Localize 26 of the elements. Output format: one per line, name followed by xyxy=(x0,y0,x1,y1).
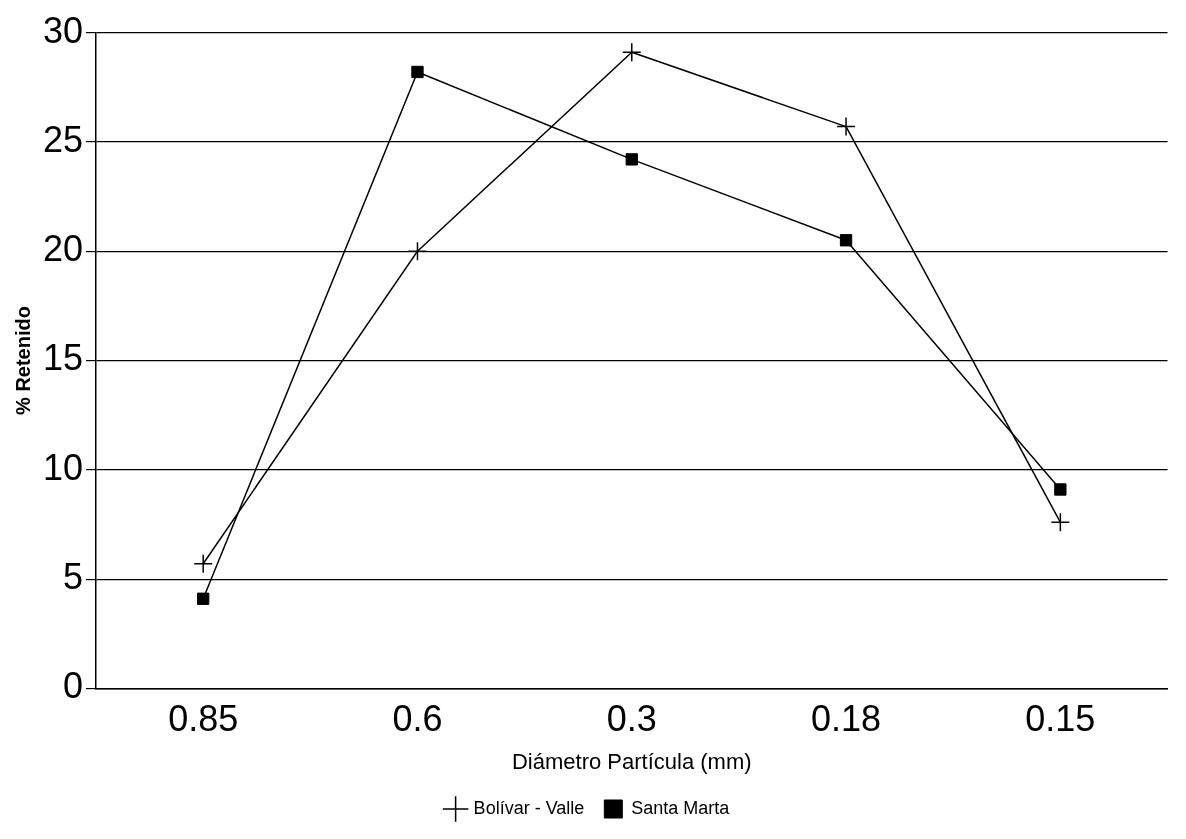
y-tick-label: 10 xyxy=(43,446,84,488)
x-axis-title: Diámetro Partícula (mm) xyxy=(511,748,752,774)
y-tick-label: 30 xyxy=(43,9,84,51)
legend-label: Santa Marta xyxy=(631,797,731,818)
point xyxy=(839,234,853,247)
y-tick-label: 0 xyxy=(63,665,84,707)
point xyxy=(411,65,424,79)
legend-label: Bolívar - Valle xyxy=(473,797,585,818)
x-tick-label: 0.15 xyxy=(1025,697,1096,739)
point xyxy=(622,42,642,63)
x-tick-label: 0.18 xyxy=(811,697,882,739)
x-tick-label: 0.6 xyxy=(392,697,443,739)
y-tick-label: 15 xyxy=(43,337,84,379)
point xyxy=(625,153,638,166)
point xyxy=(407,241,428,261)
point xyxy=(197,592,210,605)
point xyxy=(1054,483,1067,496)
x-tick-label: 0.85 xyxy=(168,697,239,739)
point xyxy=(193,554,213,574)
y-axis-title: % Retenido xyxy=(11,306,34,415)
x-tick-label: 0.3 xyxy=(606,697,657,739)
point xyxy=(1050,512,1071,533)
point xyxy=(836,116,856,137)
y-tick-label: 20 xyxy=(43,228,84,270)
y-tick-label: 25 xyxy=(43,118,84,160)
y-tick-label: 5 xyxy=(63,556,84,598)
